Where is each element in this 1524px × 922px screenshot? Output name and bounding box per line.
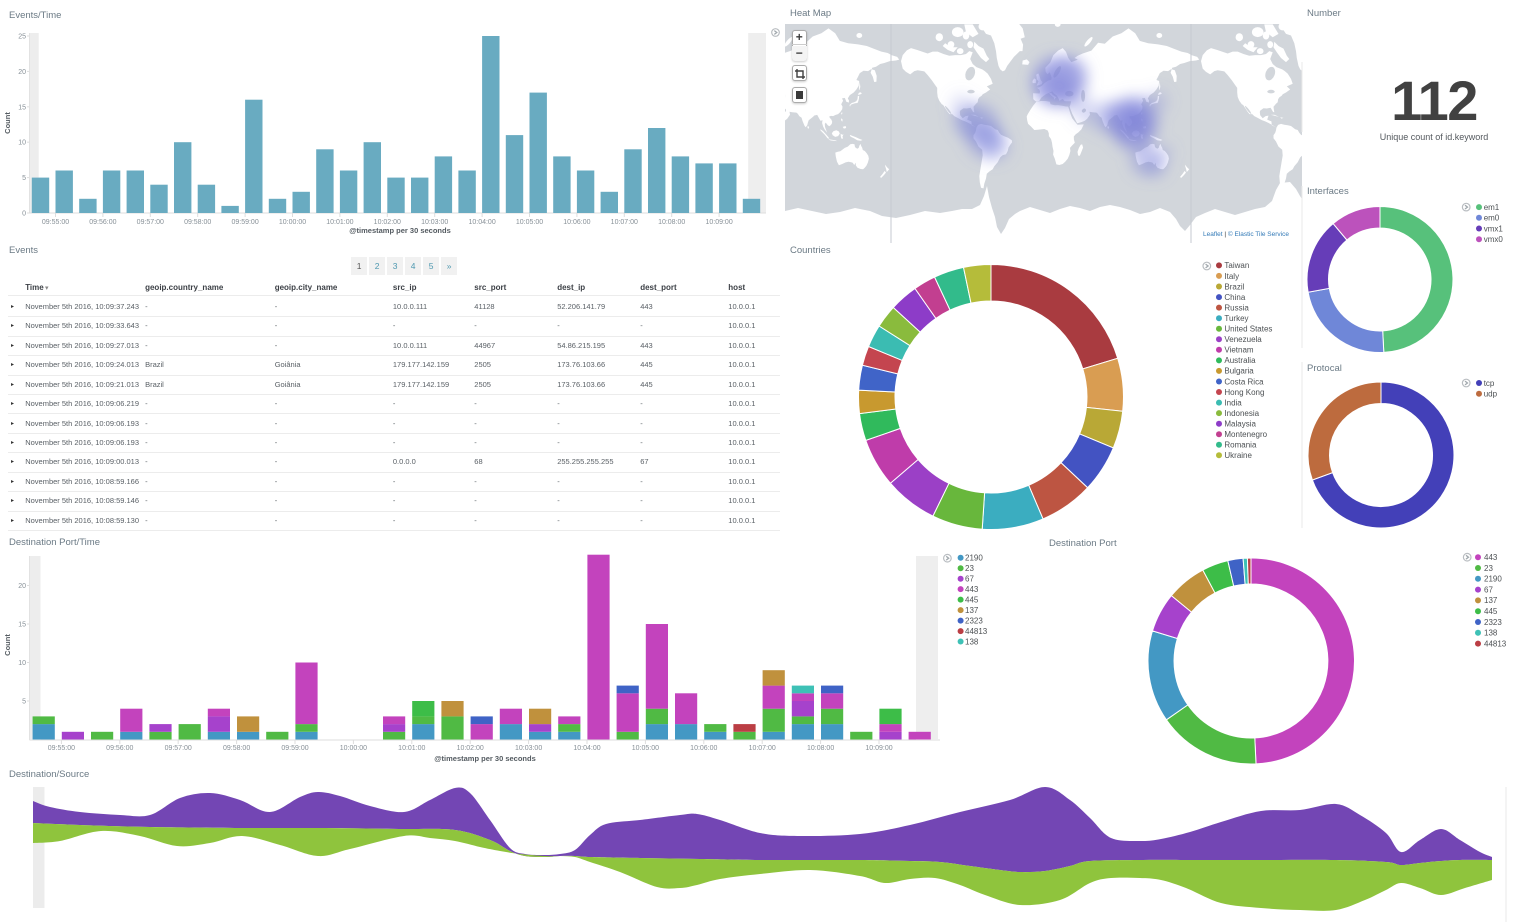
svg-text:44813: 44813 bbox=[1484, 639, 1507, 648]
svg-text:Taiwan: Taiwan bbox=[1224, 261, 1249, 270]
svg-text:Turkey: Turkey bbox=[1224, 314, 1248, 323]
svg-text:09:59:00: 09:59:00 bbox=[281, 745, 308, 752]
svg-text:10:05:00: 10:05:00 bbox=[516, 219, 543, 226]
svg-text:10:08:00: 10:08:00 bbox=[807, 745, 834, 752]
svg-text:0: 0 bbox=[22, 211, 26, 218]
svg-text:Russia: Russia bbox=[1224, 303, 1249, 312]
svg-text:@timestamp per 30 seconds: @timestamp per 30 seconds bbox=[434, 754, 536, 763]
svg-text:44813: 44813 bbox=[965, 627, 988, 636]
svg-text:10:07:00: 10:07:00 bbox=[749, 745, 776, 752]
svg-text:vmx0: vmx0 bbox=[1484, 235, 1504, 244]
svg-text:Australia: Australia bbox=[1224, 356, 1256, 365]
svg-text:2190: 2190 bbox=[1484, 575, 1502, 584]
svg-text:Costa Rica: Costa Rica bbox=[1224, 377, 1264, 386]
svg-text:5: 5 bbox=[22, 175, 26, 182]
svg-text:09:58:00: 09:58:00 bbox=[184, 219, 211, 226]
svg-text:09:56:00: 09:56:00 bbox=[106, 745, 133, 752]
svg-text:10:05:00: 10:05:00 bbox=[632, 745, 659, 752]
svg-text:China: China bbox=[1224, 293, 1245, 302]
svg-text:10:00:00: 10:00:00 bbox=[340, 745, 367, 752]
svg-text:443: 443 bbox=[965, 585, 979, 594]
svg-text:137: 137 bbox=[1484, 596, 1498, 605]
svg-text:138: 138 bbox=[1484, 629, 1498, 638]
svg-text:15: 15 bbox=[18, 622, 26, 629]
svg-text:vmx1: vmx1 bbox=[1484, 224, 1504, 233]
svg-text:10:02:00: 10:02:00 bbox=[374, 219, 401, 226]
svg-text:tcp: tcp bbox=[1484, 379, 1495, 388]
svg-text:445: 445 bbox=[965, 595, 979, 604]
svg-text:Montenegro: Montenegro bbox=[1224, 430, 1267, 439]
svg-text:09:56:00: 09:56:00 bbox=[89, 219, 116, 226]
svg-text:United States: United States bbox=[1224, 325, 1272, 334]
svg-text:10:04:00: 10:04:00 bbox=[468, 219, 495, 226]
svg-text:09:55:00: 09:55:00 bbox=[42, 219, 69, 226]
svg-text:10: 10 bbox=[18, 660, 26, 667]
svg-text:Bulgaria: Bulgaria bbox=[1224, 367, 1254, 376]
svg-text:10: 10 bbox=[18, 140, 26, 147]
svg-text:2190: 2190 bbox=[965, 554, 983, 563]
svg-text:25: 25 bbox=[18, 34, 26, 41]
svg-text:10:03:00: 10:03:00 bbox=[421, 219, 448, 226]
svg-text:Hong Kong: Hong Kong bbox=[1224, 388, 1264, 397]
svg-text:10:06:00: 10:06:00 bbox=[563, 219, 590, 226]
svg-text:137: 137 bbox=[965, 606, 979, 615]
svg-text:10:08:00: 10:08:00 bbox=[658, 219, 685, 226]
svg-text:em1: em1 bbox=[1484, 203, 1500, 212]
svg-text:443: 443 bbox=[1484, 553, 1498, 562]
svg-text:20: 20 bbox=[18, 69, 26, 76]
svg-text:Romania: Romania bbox=[1224, 441, 1257, 450]
svg-text:Vietnam: Vietnam bbox=[1224, 346, 1254, 355]
svg-text:2323: 2323 bbox=[1484, 618, 1502, 627]
svg-text:67: 67 bbox=[1484, 585, 1493, 594]
svg-text:India: India bbox=[1224, 398, 1242, 407]
svg-text:10:01:00: 10:01:00 bbox=[398, 745, 425, 752]
svg-text:Count: Count bbox=[3, 112, 12, 134]
svg-text:Venezuela: Venezuela bbox=[1224, 335, 1262, 344]
svg-text:5: 5 bbox=[22, 699, 26, 706]
svg-text:2323: 2323 bbox=[965, 616, 983, 625]
svg-text:10:03:00: 10:03:00 bbox=[515, 745, 542, 752]
svg-text:10:00:00: 10:00:00 bbox=[279, 219, 306, 226]
svg-text:09:57:00: 09:57:00 bbox=[137, 219, 164, 226]
svg-text:em0: em0 bbox=[1484, 214, 1500, 223]
svg-text:09:55:00: 09:55:00 bbox=[48, 745, 75, 752]
svg-text:udp: udp bbox=[1484, 390, 1498, 399]
svg-text:Malaysia: Malaysia bbox=[1224, 420, 1256, 429]
svg-text:23: 23 bbox=[965, 564, 974, 573]
svg-text:Brazil: Brazil bbox=[1224, 282, 1244, 291]
svg-text:10:01:00: 10:01:00 bbox=[326, 219, 353, 226]
svg-text:09:59:00: 09:59:00 bbox=[231, 219, 258, 226]
svg-text:Indonesia: Indonesia bbox=[1224, 409, 1259, 418]
svg-text:09:58:00: 09:58:00 bbox=[223, 745, 250, 752]
svg-text:10:09:00: 10:09:00 bbox=[865, 745, 892, 752]
svg-text:23: 23 bbox=[1484, 564, 1493, 573]
svg-text:138: 138 bbox=[965, 637, 979, 646]
svg-text:445: 445 bbox=[1484, 607, 1498, 616]
svg-text:09:57:00: 09:57:00 bbox=[165, 745, 192, 752]
svg-text:10:07:00: 10:07:00 bbox=[611, 219, 638, 226]
svg-text:Italy: Italy bbox=[1224, 272, 1239, 281]
svg-text:10:06:00: 10:06:00 bbox=[690, 745, 717, 752]
svg-text:10:04:00: 10:04:00 bbox=[573, 745, 600, 752]
svg-text:Ukraine: Ukraine bbox=[1224, 451, 1252, 460]
svg-text:67: 67 bbox=[965, 575, 974, 584]
svg-text:10:09:00: 10:09:00 bbox=[705, 219, 732, 226]
svg-text:@timestamp per 30 seconds: @timestamp per 30 seconds bbox=[349, 226, 451, 235]
svg-text:20: 20 bbox=[18, 583, 26, 590]
svg-text:Count: Count bbox=[3, 634, 12, 656]
svg-text:10:02:00: 10:02:00 bbox=[457, 745, 484, 752]
svg-text:15: 15 bbox=[18, 104, 26, 111]
